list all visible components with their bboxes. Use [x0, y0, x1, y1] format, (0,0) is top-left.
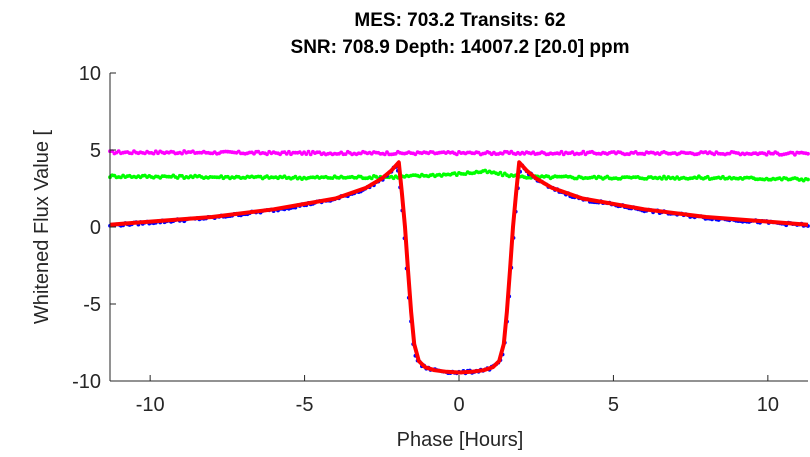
x-tick-label: 0: [453, 394, 464, 416]
series-point: [498, 170, 503, 175]
series-1: [108, 168, 810, 183]
y-tick-label: 5: [90, 140, 101, 162]
y-tick-label: -10: [72, 371, 101, 393]
series-point: [180, 151, 184, 156]
series-point: [454, 152, 459, 157]
series-point: [308, 152, 313, 157]
x-tick-label: 10: [757, 394, 779, 416]
chart-title-line-2: SNR: 708.9 Depth: 14007.2 [20.0] ppm: [291, 37, 630, 58]
series-point: [369, 176, 374, 181]
series-point: [806, 151, 810, 156]
series-point: [265, 152, 269, 157]
x-axis-label: Phase [Hours]: [397, 429, 524, 451]
x-tick-label: 5: [608, 394, 619, 416]
axes-frame: [109, 73, 808, 382]
series-2: [108, 163, 810, 376]
series-point: [304, 152, 309, 157]
x-axis-ticks: -10 -5 0 5 10: [136, 375, 779, 416]
series-line: [109, 160, 809, 375]
y-tick-label: -5: [83, 294, 101, 316]
y-tick-label: 0: [90, 217, 101, 239]
series-0: [108, 149, 810, 157]
plot-series: [108, 149, 810, 376]
x-tick-label: -10: [136, 394, 165, 416]
chart-title-line-1: MES: 703.2 Transits: 62: [354, 10, 565, 31]
y-tick-label: 10: [79, 63, 101, 85]
series-point: [764, 152, 769, 157]
y-axis-ticks: -10 -5 0 5 10: [72, 63, 116, 393]
x-tick-label: -5: [296, 394, 314, 416]
series-3: [109, 160, 809, 375]
series-point: [559, 149, 564, 154]
y-axis-label: Whitened Flux Value [: [31, 129, 53, 324]
series-point: [806, 177, 810, 182]
series-point: [306, 149, 311, 154]
series-point: [581, 149, 586, 154]
